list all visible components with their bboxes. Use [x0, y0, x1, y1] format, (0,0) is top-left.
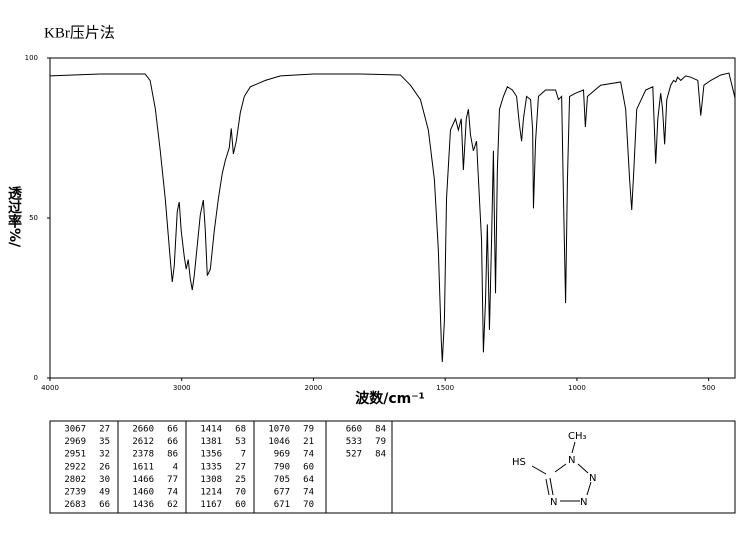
peak-wavenumber: 1466: [132, 475, 154, 485]
atom-label: CH₃: [568, 431, 587, 442]
y-tick-label: 50: [29, 214, 38, 222]
peak-transmittance: 53: [235, 437, 246, 447]
peak-transmittance: 86: [167, 450, 178, 460]
table-dividers: [117, 421, 393, 513]
peak-wavenumber: 1414: [200, 425, 222, 435]
x-tick-label: 500: [702, 384, 715, 392]
plot-frame: [49, 57, 736, 379]
peak-transmittance: 27: [99, 425, 110, 435]
atom-label: N: [580, 497, 587, 508]
peak-transmittance: 49: [99, 488, 110, 498]
x-axis-label: 波数/cm⁻¹: [355, 390, 425, 407]
atom-label: N: [568, 455, 575, 466]
peak-wavenumber: 2660: [132, 425, 154, 435]
x-tick-label: 1000: [568, 384, 586, 392]
peak-wavenumber: 2951: [64, 450, 86, 460]
peak-transmittance: 4: [173, 462, 178, 472]
peak-transmittance: 27: [235, 462, 246, 472]
bond: [586, 481, 592, 496]
peak-wavenumber: 705: [274, 475, 290, 485]
peak-transmittance: 66: [167, 425, 178, 435]
peak-wavenumber: 790: [274, 462, 290, 472]
peak-wavenumber: 2739: [64, 488, 86, 498]
atom-label: N: [589, 473, 596, 484]
peak-wavenumber: 3067: [64, 425, 86, 435]
peak-wavenumber: 1381: [200, 437, 222, 447]
peak-transmittance: 26: [99, 462, 110, 472]
peak-wavenumber: 1214: [200, 488, 222, 498]
x-tick-label: 1500: [436, 384, 454, 392]
peak-wavenumber: 969: [274, 450, 290, 460]
y-tick-label: 100: [25, 54, 38, 62]
peak-wavenumber: 1356: [200, 450, 222, 460]
peak-wavenumber: 2612: [132, 437, 154, 447]
peak-wavenumber: 533: [346, 437, 362, 447]
chart-title: KBr压片法: [44, 24, 115, 41]
peak-wavenumber: 660: [346, 425, 362, 435]
peak-transmittance: 84: [375, 425, 386, 435]
peak-wavenumber: 1460: [132, 488, 154, 498]
peak-wavenumber: 2802: [64, 475, 86, 485]
peak-transmittance: 84: [375, 450, 386, 460]
peak-wavenumber: 2969: [64, 437, 86, 447]
peak-transmittance: 74: [303, 488, 314, 498]
peak-wavenumber: 677: [274, 488, 290, 498]
y-tick-label: 0: [34, 374, 38, 382]
bond: [577, 463, 589, 474]
atom-label: HS: [512, 457, 526, 468]
peak-wavenumber: 2683: [64, 500, 86, 510]
peak-transmittance: 74: [303, 450, 314, 460]
y-axis-label: 透过率%/: [6, 186, 22, 248]
peak-wavenumber: 1070: [268, 425, 290, 435]
peak-transmittance: 60: [303, 462, 314, 472]
peak-wavenumber: 1046: [268, 437, 290, 447]
peak-transmittance: 70: [303, 500, 314, 510]
peak-transmittance: 30: [99, 475, 110, 485]
peak-wavenumber: 1308: [200, 475, 222, 485]
peak-wavenumber: 671: [274, 500, 290, 510]
peak-transmittance: 74: [167, 488, 178, 498]
bond: [549, 477, 554, 496]
molecule-bonds: [531, 441, 592, 502]
bond: [531, 465, 547, 475]
peak-wavenumber: 1167: [200, 500, 222, 510]
bond: [554, 463, 567, 473]
x-tick-label: 3000: [173, 384, 191, 392]
bond: [571, 441, 576, 454]
peak-transmittance: 68: [235, 425, 246, 435]
peak-wavenumber: 1335: [200, 462, 222, 472]
peak-transmittance: 60: [235, 500, 246, 510]
peak-transmittance: 79: [303, 425, 314, 435]
peak-wavenumber: 2922: [64, 462, 86, 472]
peak-transmittance: 66: [99, 500, 110, 510]
peak-transmittance: 21: [303, 437, 314, 447]
peak-transmittance: 79: [375, 437, 386, 447]
x-tick-label: 4000: [41, 384, 59, 392]
peak-transmittance: 7: [241, 450, 246, 460]
peak-transmittance: 25: [235, 475, 246, 485]
peak-transmittance: 64: [303, 475, 314, 485]
peak-transmittance: 62: [167, 500, 178, 510]
atom-label: N: [550, 497, 557, 508]
peak-transmittance: 35: [99, 437, 110, 447]
peak-wavenumber: 1611: [132, 462, 154, 472]
x-tick-label: 2000: [305, 384, 323, 392]
bond: [545, 478, 550, 496]
spectrum-line: [49, 72, 736, 363]
peak-transmittance: 77: [167, 475, 178, 485]
peak-wavenumber: 2378: [132, 450, 154, 460]
peak-wavenumber: 527: [346, 450, 362, 460]
peak-transmittance: 66: [167, 437, 178, 447]
peak-transmittance: 32: [99, 450, 110, 460]
peak-wavenumber: 1436: [132, 500, 154, 510]
peak-transmittance: 70: [235, 488, 246, 498]
